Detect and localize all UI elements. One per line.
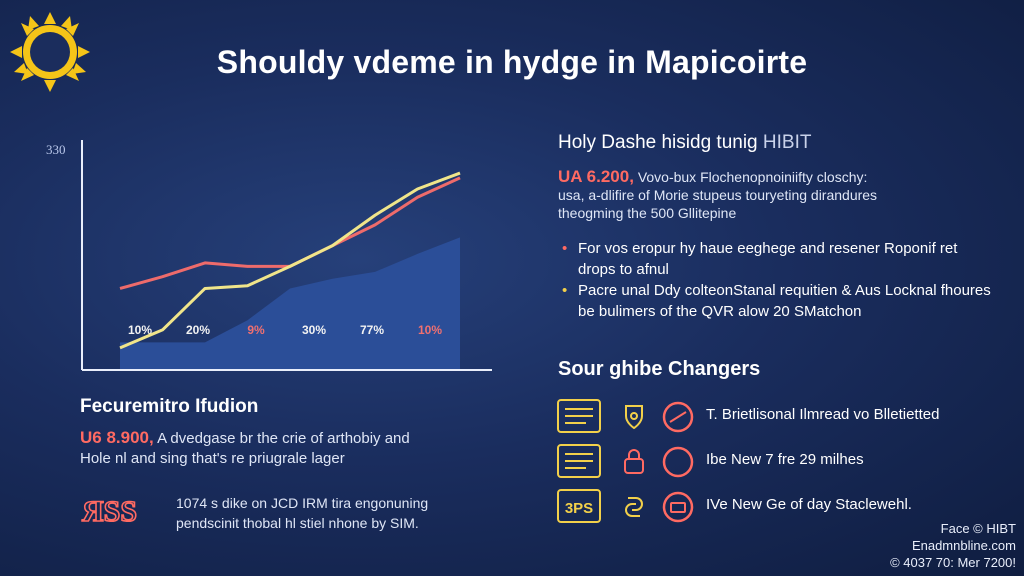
right-line-2: usa, a-dlifire of Morie stupeus touryeti… — [558, 187, 878, 203]
svg-text:3PS: 3PS — [565, 500, 593, 517]
series-line-yellow — [119, 171, 461, 350]
line-chart: 330 10% 20% 9% 30% 77% 10% — [40, 132, 510, 387]
changer-text: Ibe New 7 fre 29 milhes — [706, 451, 864, 468]
bar-label: 10% — [128, 323, 152, 337]
bar-label: 9% — [247, 323, 265, 337]
bullet-item: • For vos eropur hy haue eeghege and rese… — [562, 240, 958, 278]
link-icon — [625, 497, 643, 517]
bullet-dot-icon: • — [562, 282, 568, 299]
lock-icon — [624, 449, 644, 474]
credit-block: Face © HIBT Enadmnbline.com © 4037 70: M… — [890, 520, 1016, 571]
changers-heading: Sour ghibe Changers — [558, 358, 761, 380]
svg-text:ЯSS: ЯSS — [82, 495, 137, 528]
bullet-dot-icon: • — [562, 240, 568, 257]
changer-row: 3PS IVe New Ge of day Staclewehl. — [556, 488, 1006, 528]
y-tick-label: 330 — [46, 142, 66, 157]
ring-icon — [662, 446, 694, 478]
left-section-heading: Fecuremitro Ifudion — [80, 396, 259, 417]
right-section-text: UA 6.200, Vovo-bux Flochenopnoiniifty cl… — [558, 168, 978, 222]
right-heading-text: Holy Dashe hisidg tunig — [558, 132, 758, 153]
document-label-icon: 3PS — [557, 489, 601, 523]
changer-row: Ibe New 7 fre 29 milhes — [556, 443, 1006, 483]
device-icon — [662, 491, 694, 523]
right-bullet-list: • For vos eropur hy haue eeghege and rese… — [562, 238, 992, 322]
shield-icon — [625, 405, 643, 430]
bar-label: 77% — [360, 323, 384, 337]
document-list-icon — [557, 399, 601, 433]
left-footer-line-1: 1074 s dike on JCD IRM tira engonuning — [176, 495, 429, 511]
bar-label: 30% — [302, 323, 326, 337]
changer-text: T. Brietlisonal Ilmread vo Blletietted — [706, 406, 940, 423]
page-title: Shouldy vdeme in hydge in Mapicoirte — [216, 44, 808, 80]
left-section-text: U6 8.900, A dvedgase br the crie of arth… — [80, 428, 520, 469]
bar-label: 10% — [418, 323, 442, 337]
right-heading-suffix: HIBIT — [762, 132, 812, 153]
area-series — [120, 237, 460, 370]
left-line-1: A dvedgase br the crie of arthobiy and — [157, 430, 410, 447]
right-section-heading: Holy Dashe hisidg tunig HIBIT — [558, 132, 811, 154]
dial-icon — [662, 401, 694, 433]
changer-row: T. Brietlisonal Ilmread vo Blletietted — [556, 398, 1006, 438]
credit-line-3: © 4037 70: Mer 7200! — [890, 555, 1016, 570]
right-line-3: theogming the 500 Gllitepine — [558, 205, 737, 221]
right-value: UA 6.200, — [558, 167, 634, 186]
bar-label: 20% — [186, 323, 210, 337]
bullet-item: • Pacre unal Ddy colteonStanal requitien … — [562, 282, 991, 320]
credit-line-1: Face © HIBT — [940, 521, 1016, 536]
sun-logo-icon — [8, 10, 92, 99]
right-line-1: Vovo-bux Flochenopnoiniifty closchy: — [637, 169, 868, 185]
credit-line-2: Enadmnbline.com — [911, 538, 1016, 553]
left-footer-line-2: pendscinit thobal hl stiel nhone by SIM. — [176, 515, 419, 531]
left-line-2: Hole nl and sing that's re priugrale lag… — [80, 450, 345, 467]
signature-logo-icon: ЯSS — [80, 491, 162, 534]
changer-text: IVe New Ge of day Staclewehl. — [706, 496, 912, 513]
left-footer-text: 1074 s dike on JCD IRM tira engonuning p… — [176, 493, 516, 533]
left-value: U6 8.900, — [80, 428, 154, 447]
document-list-icon — [557, 444, 601, 478]
